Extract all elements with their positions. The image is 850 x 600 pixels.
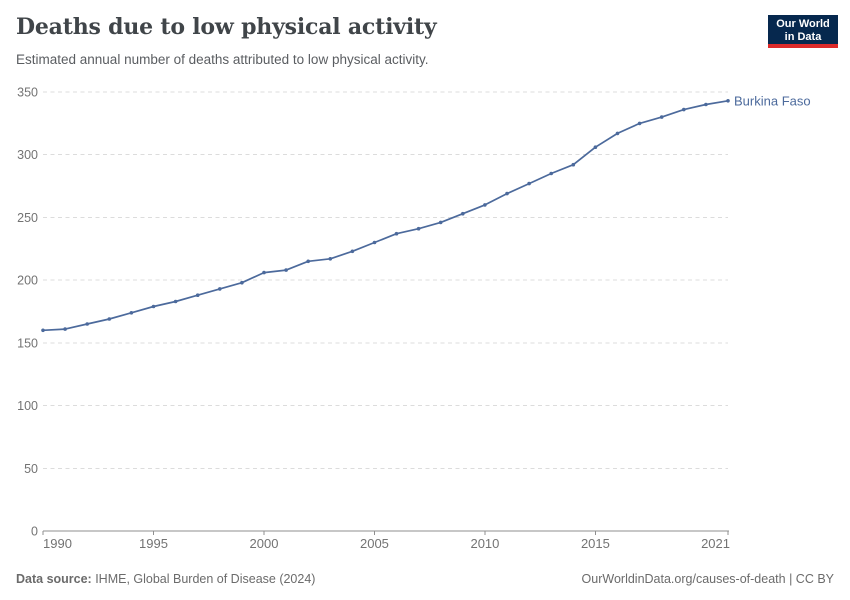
data-point[interactable] — [262, 270, 266, 275]
data-point[interactable] — [350, 249, 355, 254]
x-tick-label: 2015 — [581, 536, 610, 551]
owid-logo[interactable]: Our World in Data — [768, 15, 838, 48]
chart-footer: Data source: IHME, Global Burden of Dise… — [16, 572, 834, 586]
y-tick-label: 50 — [24, 462, 38, 476]
owid-logo-line1: Our World — [776, 18, 830, 30]
owid-logo-line2: in Data — [784, 31, 822, 43]
data-point[interactable] — [593, 145, 598, 149]
data-point[interactable] — [151, 304, 156, 309]
data-point[interactable] — [372, 240, 377, 245]
data-source-label: Data source: — [16, 572, 92, 586]
chart-subtitle: Estimated annual number of deaths attrib… — [16, 52, 429, 67]
y-tick-label: 200 — [17, 274, 38, 288]
y-tick-label: 250 — [17, 211, 38, 225]
data-point[interactable] — [704, 102, 708, 107]
data-point[interactable] — [483, 203, 487, 207]
data-point[interactable] — [726, 99, 730, 103]
data-point[interactable] — [682, 107, 686, 112]
data-point[interactable] — [394, 231, 399, 236]
data-point[interactable] — [571, 162, 576, 167]
y-tick-label: 350 — [17, 86, 38, 100]
owid-url-link[interactable]: OurWorldinData.org/causes-of-death — [581, 572, 786, 586]
data-source-text: IHME, Global Burden of Disease (2024) — [91, 572, 316, 586]
x-tick-label: 2000 — [250, 536, 279, 551]
data-point[interactable] — [129, 311, 134, 315]
license-text: | CC BY — [785, 572, 834, 586]
y-tick-label: 150 — [17, 336, 38, 350]
data-point[interactable] — [173, 299, 178, 304]
y-tick-label: 100 — [17, 399, 38, 413]
x-tick-label: 1990 — [43, 536, 72, 551]
chart-title: Deaths due to low physical activity — [16, 14, 437, 40]
x-tick-label: 2010 — [470, 536, 499, 551]
y-tick-label: 300 — [17, 148, 38, 162]
data-point[interactable] — [63, 327, 67, 331]
data-point[interactable] — [505, 191, 509, 196]
data-point[interactable] — [549, 171, 553, 176]
data-point[interactable] — [461, 211, 465, 216]
series-label[interactable]: Burkina Faso — [734, 93, 811, 108]
y-tick-label: 0 — [31, 525, 38, 539]
data-point[interactable] — [85, 322, 89, 326]
x-tick-label: 2005 — [360, 536, 389, 551]
x-tick-label: 2021 — [701, 536, 730, 551]
data-point[interactable] — [218, 287, 222, 291]
data-point[interactable] — [284, 268, 288, 272]
data-point[interactable] — [328, 257, 333, 261]
data-point[interactable] — [438, 220, 443, 225]
attribution-note: OurWorldinData.org/causes-of-death | CC … — [582, 572, 834, 586]
data-point[interactable] — [240, 280, 244, 285]
data-point[interactable] — [615, 131, 620, 136]
data-point[interactable] — [41, 328, 45, 333]
data-point[interactable] — [195, 293, 200, 298]
data-point[interactable] — [107, 317, 112, 321]
data-point[interactable] — [306, 259, 311, 264]
data-point[interactable] — [527, 181, 531, 186]
trend-line[interactable] — [42, 99, 729, 332]
data-point[interactable] — [416, 226, 421, 231]
data-point[interactable] — [659, 115, 664, 119]
x-tick-label: 1995 — [139, 536, 168, 551]
data-source-note: Data source: IHME, Global Burden of Dise… — [16, 572, 315, 586]
data-point[interactable] — [637, 121, 642, 126]
